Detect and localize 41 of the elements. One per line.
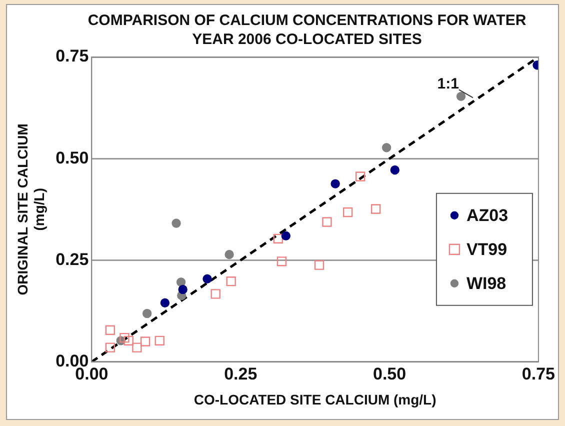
legend-label: WI98 bbox=[466, 274, 506, 294]
point bbox=[224, 250, 234, 260]
point bbox=[105, 342, 115, 352]
x-axis-title: CO-LOCATED SITE CALCIUM (mg/L) bbox=[194, 391, 436, 408]
point bbox=[172, 218, 181, 228]
point bbox=[330, 179, 340, 188]
point bbox=[210, 289, 220, 299]
y-axis-title: ORIGINAL SITE CALCIUM (mg/L) bbox=[14, 124, 48, 296]
point bbox=[176, 278, 186, 287]
point bbox=[178, 284, 188, 294]
point bbox=[281, 231, 290, 240]
point bbox=[342, 207, 353, 218]
x-tick-label: 0.75 bbox=[522, 364, 556, 384]
point bbox=[154, 336, 164, 346]
point bbox=[105, 325, 115, 335]
point bbox=[120, 332, 130, 343]
point bbox=[356, 172, 366, 182]
point bbox=[273, 234, 283, 244]
point bbox=[142, 308, 152, 318]
annotation: 1:1 bbox=[437, 75, 459, 92]
point bbox=[160, 298, 170, 308]
legend-label: AZ03 bbox=[466, 206, 508, 226]
point bbox=[314, 260, 324, 270]
point bbox=[140, 336, 150, 346]
legend-label: VT99 bbox=[466, 240, 508, 260]
point bbox=[132, 342, 142, 352]
point bbox=[202, 274, 212, 284]
point bbox=[276, 256, 287, 266]
y-tick-label: 0.75 bbox=[56, 46, 89, 66]
point bbox=[322, 217, 332, 227]
point bbox=[456, 92, 466, 102]
y-tick-label: 0.50 bbox=[56, 148, 89, 168]
point bbox=[382, 143, 392, 152]
y-tick-label: 0.25 bbox=[56, 250, 89, 269]
x-tick-label: 0.25 bbox=[224, 364, 258, 384]
point bbox=[370, 204, 381, 214]
point bbox=[226, 276, 236, 286]
x-tick-label: 0.50 bbox=[372, 364, 406, 384]
chart-title: COMPARISON OF CALCIUM CONCENTRATIONS FOR WATER YEAR 2006 CO-LOCATED SITES bbox=[88, 12, 526, 48]
point bbox=[124, 336, 134, 346]
point bbox=[390, 165, 400, 175]
